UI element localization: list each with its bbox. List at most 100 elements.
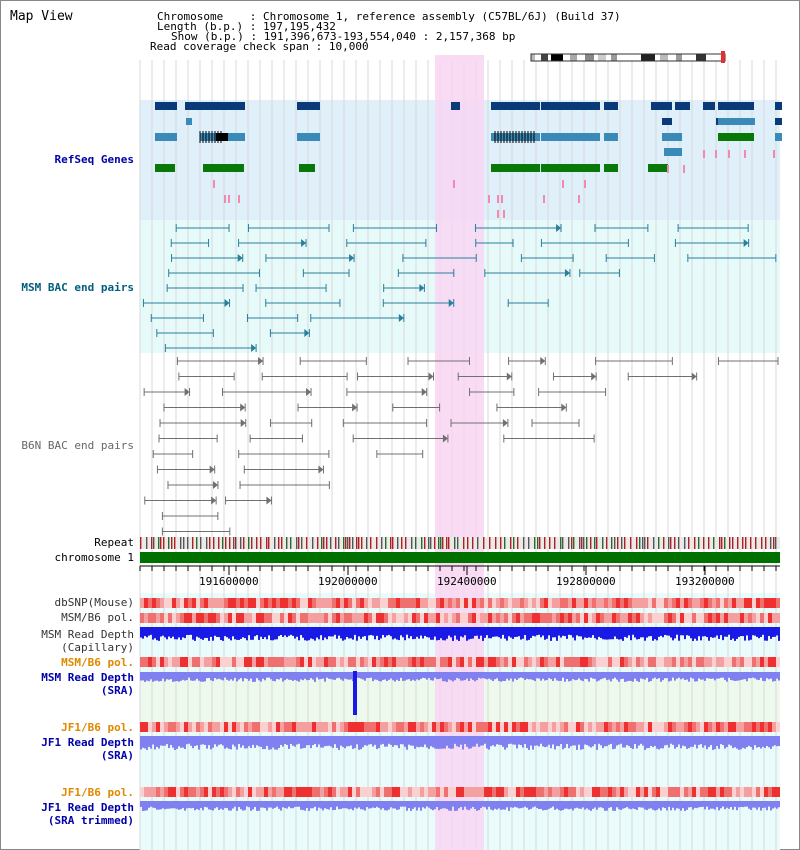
track-label-chromosome[interactable]: chromosome 1 — [54, 551, 134, 564]
track-label-refseq[interactable]: RefSeq Genes — [54, 153, 134, 166]
msm-capillary-depth-bar — [408, 627, 410, 639]
track-label-jf1-pol-1[interactable]: JF1/B6 pol. — [61, 721, 134, 734]
jf1-trimmed-depth-bar — [352, 801, 354, 811]
msm-pol2-heat-cell — [220, 657, 224, 667]
msm-sra-depth-bar — [230, 672, 232, 680]
msm-pol2-heat-cell — [212, 657, 216, 667]
repeat-element — [424, 537, 426, 549]
msm-capillary-depth-bar — [158, 627, 160, 641]
track-label-dbsnp[interactable]: dbSNP(Mouse) — [54, 596, 134, 609]
msm-capillary-depth-bar — [190, 627, 192, 635]
jf1-sra-depth-bar — [376, 736, 378, 750]
msm-capillary-depth-bar — [234, 627, 236, 640]
track-label-b6n-bac[interactable]: B6N BAC end pairs — [21, 439, 134, 452]
jf1-pol2-heat-cell — [752, 787, 756, 797]
msm-capillary-depth-bar — [574, 627, 576, 641]
msm-capillary-depth-bar — [766, 627, 768, 641]
msm-pol-heat-cell — [584, 613, 588, 623]
track-label-msm-depth-capillary[interactable]: MSM Read Depth (Capillary) — [0, 628, 134, 654]
repeat-element — [534, 537, 536, 549]
jf1-trimmed-depth-bar — [232, 801, 234, 809]
track-label-repeat[interactable]: Repeat — [94, 536, 134, 549]
track-label-jf1-pol-2[interactable]: JF1/B6 pol. — [61, 786, 134, 799]
msm-capillary-depth-bar — [674, 627, 676, 639]
msm-capillary-depth-bar — [658, 627, 660, 637]
dbsnp-heat-cell — [652, 598, 656, 608]
jf1-sra-depth-bar — [184, 736, 186, 749]
msm-sra-depth-bar — [676, 672, 678, 679]
dbsnp-heat-cell — [772, 598, 776, 608]
jf1-sra-depth-bar — [592, 736, 594, 747]
msm-sra-depth-bar — [340, 672, 342, 680]
jf1-pol-heat-cell — [480, 722, 484, 732]
track-label-msm-depth-sra[interactable]: MSM Read Depth (SRA) — [0, 671, 134, 697]
repeat-element — [611, 537, 613, 549]
dbsnp-heat-cell — [408, 598, 412, 608]
msm-capillary-depth-bar — [572, 627, 574, 638]
msm-pol2-heat-cell — [232, 657, 236, 667]
msm-sra-depth-bar — [312, 672, 314, 680]
track-label-msm-b6-pol-2[interactable]: MSM/B6 pol. — [61, 656, 134, 669]
repeat-element — [606, 537, 608, 549]
jf1-sra-depth-bar — [494, 736, 496, 747]
track-label-msm-b6-pol-1[interactable]: MSM/B6 pol. — [61, 611, 134, 624]
msm-sra-depth-bar — [700, 672, 702, 680]
jf1-pol2-heat-cell — [556, 787, 560, 797]
msm-pol-heat-cell — [416, 613, 420, 623]
msm-sra-depth-bar — [456, 672, 458, 678]
jf1-pol2-heat-cell — [300, 787, 304, 797]
repeat-element — [708, 537, 710, 549]
jf1-trimmed-depth-bar — [304, 801, 306, 811]
msm-pol-heat-cell — [496, 613, 500, 623]
msm-pol-heat-cell — [532, 613, 536, 623]
msm-pol2-heat-cell — [532, 657, 536, 667]
jf1-pol2-heat-cell — [764, 787, 768, 797]
msm-sra-depth-bar — [626, 672, 628, 682]
msm-capillary-depth-bar — [768, 627, 770, 636]
msm-pol-heat-cell — [220, 613, 224, 623]
msm-sra-depth-bar — [696, 672, 698, 682]
track-label-jf1-depth-sra[interactable]: JF1 Read Depth (SRA) — [0, 736, 134, 762]
jf1-pol2-heat-cell — [332, 787, 336, 797]
dbsnp-heat-cell — [560, 598, 564, 608]
repeat-element — [724, 537, 726, 549]
msm-capillary-depth-bar — [438, 627, 440, 641]
jf1-sra-depth-bar — [600, 736, 602, 746]
jf1-trimmed-depth-bar — [756, 801, 758, 810]
jf1-trimmed-depth-bar — [520, 801, 522, 809]
msm-capillary-depth-bar — [706, 627, 708, 638]
msm-capillary-depth-bar — [666, 627, 668, 636]
jf1-trimmed-depth-bar — [698, 801, 700, 808]
ideogram-position-marker — [721, 51, 725, 63]
jf1-pol-heat-cell — [188, 722, 192, 732]
msm-pol-heat-cell — [500, 613, 504, 623]
jf1-pol-heat-cell — [332, 722, 336, 732]
msm-capillary-depth-bar — [688, 627, 690, 636]
msm-pol2-heat-cell — [468, 657, 472, 667]
jf1-sra-depth-bar — [570, 736, 572, 747]
msm-capillary-depth-bar — [554, 627, 556, 638]
msm-capillary-depth-bar — [626, 627, 628, 638]
msm-pol-heat-cell — [428, 613, 432, 623]
jf1-trimmed-depth-bar — [238, 801, 240, 808]
jf1-trimmed-depth-bar — [406, 801, 408, 811]
jf1-sra-depth-bar — [536, 736, 538, 746]
msm-capillary-depth-bar — [206, 627, 208, 638]
msm-sra-depth-bar — [582, 672, 584, 682]
msm-sra-depth-bar — [206, 672, 208, 679]
jf1-sra-depth-bar — [500, 736, 502, 746]
msm-capillary-depth-bar — [426, 627, 428, 638]
track-label-jf1-depth-trimmed[interactable]: JF1 Read Depth (SRA trimmed) — [0, 801, 134, 827]
jf1-pol-heat-cell — [196, 722, 200, 732]
jf1-pol-heat-cell — [220, 722, 224, 732]
jf1-pol-heat-cell — [532, 722, 536, 732]
msm-sra-depth-bar — [738, 672, 740, 681]
msm-capillary-depth-bar — [406, 627, 408, 635]
jf1-trimmed-depth-bar — [398, 801, 400, 810]
msm-pol-heat-cell — [632, 613, 636, 623]
jf1-pol2-heat-cell — [548, 787, 552, 797]
track-label-msm-bac[interactable]: MSM BAC end pairs — [21, 281, 134, 294]
repeat-element — [537, 537, 539, 549]
jf1-pol2-heat-cell — [220, 787, 224, 797]
msm-sra-depth-bar — [768, 672, 770, 680]
